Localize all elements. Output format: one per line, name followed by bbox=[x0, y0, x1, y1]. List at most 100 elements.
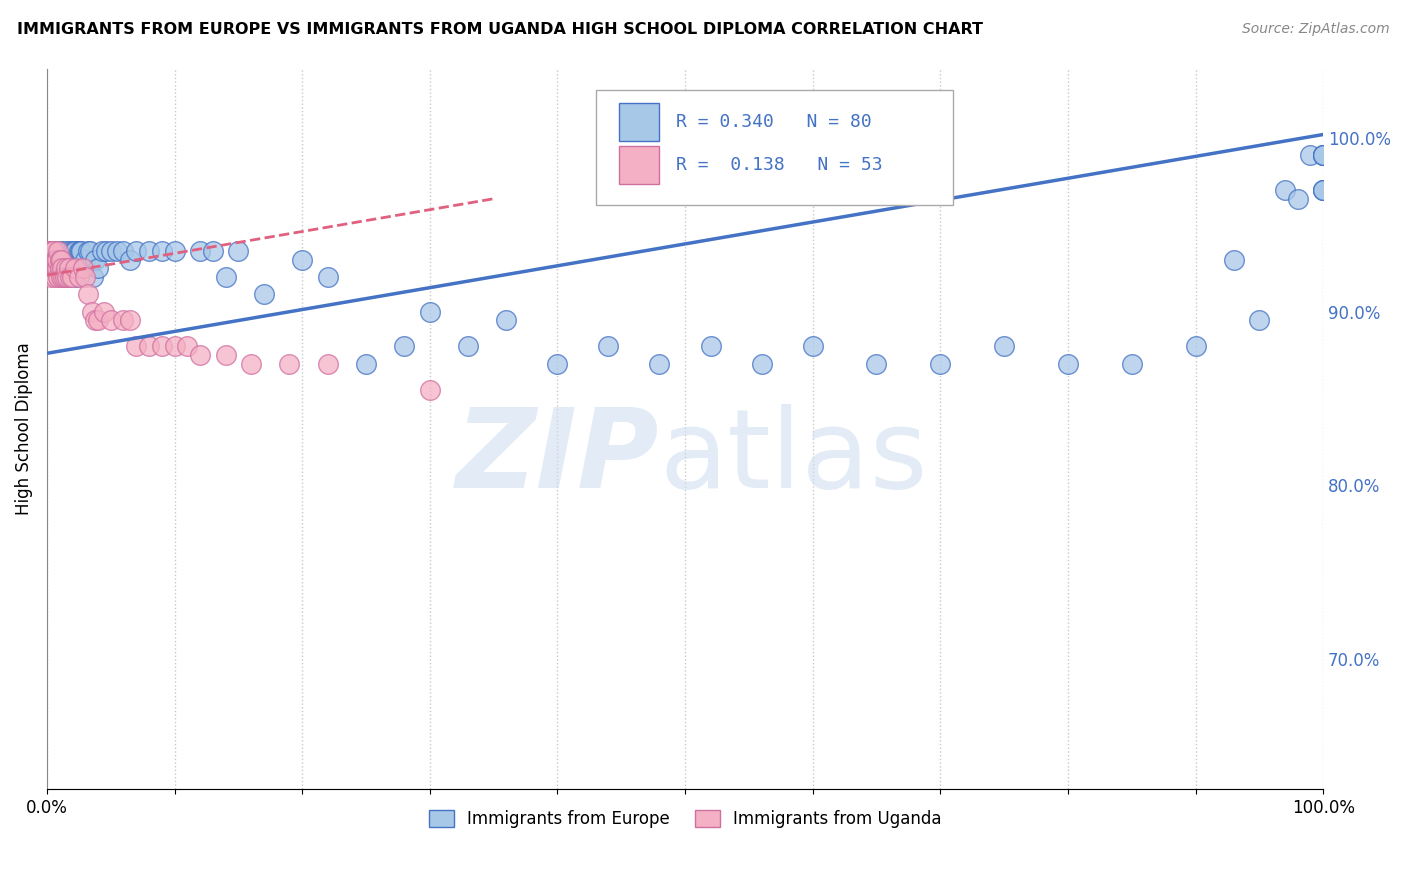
Point bbox=[49, 252, 72, 267]
Point bbox=[138, 244, 160, 258]
Point bbox=[46, 252, 69, 267]
Point bbox=[1184, 339, 1206, 353]
Point bbox=[39, 252, 62, 267]
Point bbox=[1121, 357, 1143, 371]
Point bbox=[240, 357, 263, 371]
Point bbox=[76, 287, 98, 301]
Point bbox=[419, 383, 441, 397]
FancyBboxPatch shape bbox=[619, 146, 659, 184]
Point bbox=[993, 339, 1015, 353]
Point bbox=[495, 313, 517, 327]
Point bbox=[80, 304, 103, 318]
Point bbox=[63, 244, 86, 258]
FancyBboxPatch shape bbox=[596, 90, 953, 205]
Point bbox=[58, 244, 80, 258]
Point bbox=[44, 269, 66, 284]
Point bbox=[39, 269, 62, 284]
Point bbox=[1312, 183, 1334, 197]
Point bbox=[49, 269, 72, 284]
Point bbox=[598, 339, 620, 353]
Point bbox=[125, 339, 148, 353]
Point bbox=[46, 261, 69, 276]
Point bbox=[51, 261, 73, 276]
Text: atlas: atlas bbox=[659, 404, 928, 511]
Point bbox=[39, 252, 62, 267]
Point bbox=[84, 252, 107, 267]
Point bbox=[41, 244, 63, 258]
Point bbox=[1249, 313, 1271, 327]
Point bbox=[60, 252, 83, 267]
Point bbox=[214, 348, 236, 362]
Point bbox=[751, 357, 773, 371]
Point bbox=[150, 244, 173, 258]
Point bbox=[62, 244, 84, 258]
Point bbox=[44, 252, 66, 267]
Point bbox=[1274, 183, 1296, 197]
Point bbox=[84, 313, 107, 327]
Point bbox=[1312, 183, 1334, 197]
Point bbox=[62, 244, 84, 258]
Point bbox=[138, 339, 160, 353]
Point bbox=[52, 261, 75, 276]
Point bbox=[1312, 148, 1334, 162]
Point bbox=[38, 244, 60, 258]
Point bbox=[56, 252, 79, 267]
Point bbox=[1299, 148, 1322, 162]
Text: IMMIGRANTS FROM EUROPE VS IMMIGRANTS FROM UGANDA HIGH SCHOOL DIPLOMA CORRELATION: IMMIGRANTS FROM EUROPE VS IMMIGRANTS FRO… bbox=[17, 22, 983, 37]
Point bbox=[100, 313, 122, 327]
Point bbox=[45, 261, 67, 276]
Point bbox=[1312, 148, 1334, 162]
Point bbox=[55, 252, 77, 267]
Point bbox=[58, 261, 80, 276]
Point bbox=[419, 304, 441, 318]
Point bbox=[38, 252, 60, 267]
Point bbox=[48, 244, 70, 258]
Point bbox=[125, 244, 148, 258]
Point bbox=[59, 269, 82, 284]
Point bbox=[67, 244, 90, 258]
Text: R =  0.138   N = 53: R = 0.138 N = 53 bbox=[676, 156, 883, 174]
Legend: Immigrants from Europe, Immigrants from Uganda: Immigrants from Europe, Immigrants from … bbox=[422, 804, 948, 835]
Point bbox=[52, 269, 75, 284]
Point bbox=[112, 244, 135, 258]
Point bbox=[75, 252, 97, 267]
Point bbox=[90, 244, 112, 258]
Point bbox=[55, 261, 77, 276]
Point bbox=[93, 304, 115, 318]
Point bbox=[1312, 183, 1334, 197]
Point bbox=[53, 269, 76, 284]
Text: ZIP: ZIP bbox=[456, 404, 659, 511]
Point bbox=[48, 252, 70, 267]
Point bbox=[1312, 148, 1334, 162]
Point bbox=[354, 357, 377, 371]
Point bbox=[87, 313, 110, 327]
Text: R = 0.340   N = 80: R = 0.340 N = 80 bbox=[676, 113, 872, 131]
Point bbox=[316, 357, 339, 371]
Point bbox=[58, 261, 80, 276]
Point bbox=[201, 244, 224, 258]
Point bbox=[45, 252, 67, 267]
Point bbox=[65, 269, 87, 284]
Point bbox=[56, 269, 79, 284]
Point bbox=[44, 252, 66, 267]
Point bbox=[87, 261, 110, 276]
Point bbox=[70, 244, 93, 258]
Point bbox=[94, 244, 117, 258]
Point bbox=[150, 339, 173, 353]
Point bbox=[75, 269, 97, 284]
Point bbox=[42, 244, 65, 258]
Point bbox=[546, 357, 568, 371]
Point bbox=[176, 339, 198, 353]
Point bbox=[188, 244, 211, 258]
Point bbox=[394, 339, 416, 353]
Point bbox=[48, 244, 70, 258]
Point bbox=[72, 261, 94, 276]
Point bbox=[648, 357, 671, 371]
Point bbox=[82, 269, 104, 284]
Point bbox=[100, 244, 122, 258]
Point bbox=[112, 313, 135, 327]
Point bbox=[69, 244, 91, 258]
Point bbox=[214, 269, 236, 284]
Point bbox=[55, 244, 77, 258]
Point bbox=[1312, 148, 1334, 162]
